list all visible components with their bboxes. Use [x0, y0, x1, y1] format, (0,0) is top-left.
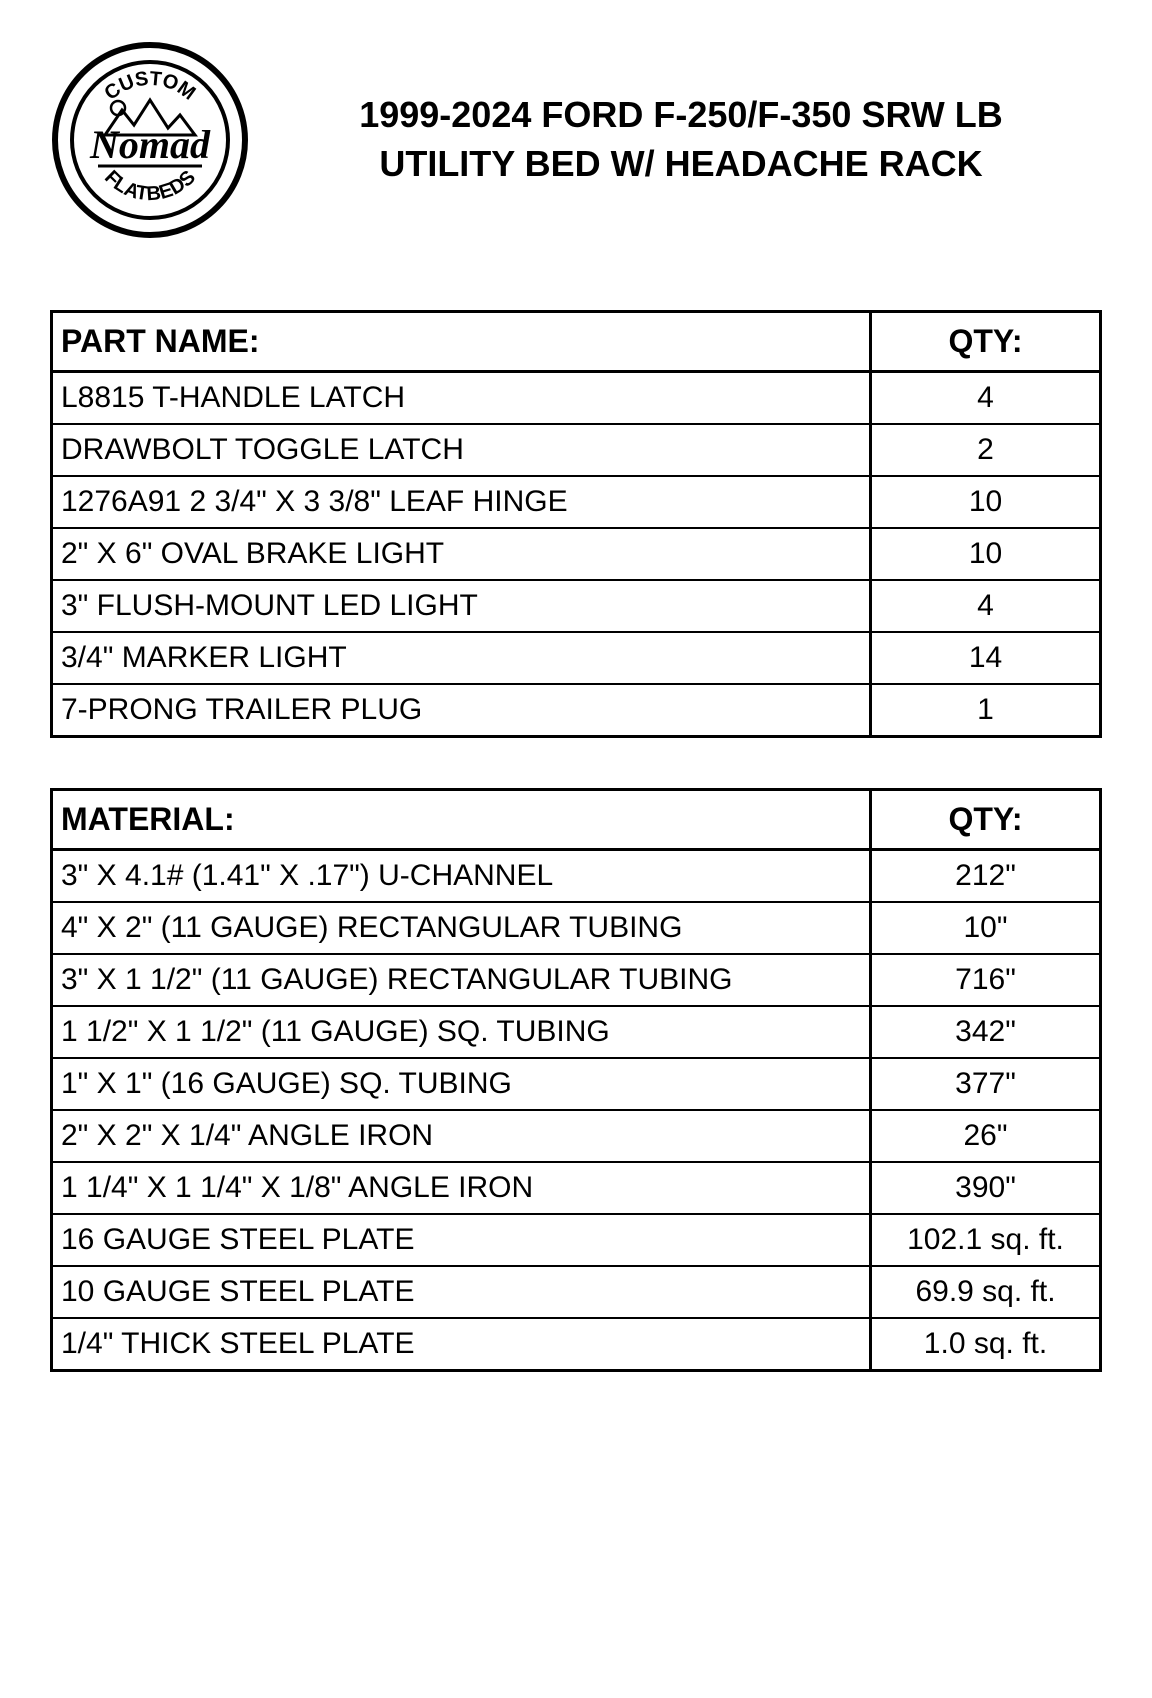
table-row: 1276A91 2 3/4" X 3 3/8" LEAF HINGE10: [52, 476, 1101, 528]
table-row: 1/4" THICK STEEL PLATE1.0 sq. ft.: [52, 1318, 1101, 1371]
table-cell-qty: 10: [871, 476, 1101, 528]
table-cell-name: 1/4" THICK STEEL PLATE: [52, 1318, 871, 1371]
parts-header-row: PART NAME: QTY:: [52, 312, 1101, 372]
table-row: 2" X 6" OVAL BRAKE LIGHT10: [52, 528, 1101, 580]
table-cell-qty: 102.1 sq. ft.: [871, 1214, 1101, 1266]
materials-header-qty: QTY:: [871, 790, 1101, 850]
table-cell-qty: 10": [871, 902, 1101, 954]
table-cell-qty: 1.0 sq. ft.: [871, 1318, 1101, 1371]
table-cell-name: 1276A91 2 3/4" X 3 3/8" LEAF HINGE: [52, 476, 871, 528]
table-row: 1 1/2" X 1 1/2" (11 GAUGE) SQ. TUBING342…: [52, 1006, 1101, 1058]
parts-table-body: L8815 T-HANDLE LATCH4DRAWBOLT TOGGLE LAT…: [52, 372, 1101, 737]
materials-table: MATERIAL: QTY: 3" X 4.1# (1.41" X .17") …: [50, 788, 1102, 1372]
table-cell-qty: 390": [871, 1162, 1101, 1214]
table-cell-name: 3" X 4.1# (1.41" X .17") U-CHANNEL: [52, 850, 871, 903]
table-cell-name: 1 1/2" X 1 1/2" (11 GAUGE) SQ. TUBING: [52, 1006, 871, 1058]
title-line-2: UTILITY BED W/ HEADACHE RACK: [280, 140, 1082, 189]
table-row: 3" FLUSH-MOUNT LED LIGHT4: [52, 580, 1101, 632]
table-row: 16 GAUGE STEEL PLATE102.1 sq. ft.: [52, 1214, 1101, 1266]
table-row: 1 1/4" X 1 1/4" X 1/8" ANGLE IRON390": [52, 1162, 1101, 1214]
table-cell-qty: 1: [871, 684, 1101, 737]
table-cell-name: 10 GAUGE STEEL PLATE: [52, 1266, 871, 1318]
table-cell-name: 4" X 2" (11 GAUGE) RECTANGULAR TUBING: [52, 902, 871, 954]
table-row: 7-PRONG TRAILER PLUG1: [52, 684, 1101, 737]
table-cell-name: 3" X 1 1/2" (11 GAUGE) RECTANGULAR TUBIN…: [52, 954, 871, 1006]
table-cell-qty: 10: [871, 528, 1101, 580]
materials-header-name: MATERIAL:: [52, 790, 871, 850]
svg-text:FLATBEDS: FLATBEDS: [100, 166, 200, 205]
parts-header-qty: QTY:: [871, 312, 1101, 372]
brand-logo: CUSTOM Nomad FLATBEDS: [50, 40, 250, 240]
table-row: 3" X 1 1/2" (11 GAUGE) RECTANGULAR TUBIN…: [52, 954, 1101, 1006]
table-cell-qty: 4: [871, 372, 1101, 425]
table-row: 3/4" MARKER LIGHT14: [52, 632, 1101, 684]
document-title: 1999-2024 FORD F-250/F-350 SRW LB UTILIT…: [280, 91, 1102, 188]
table-cell-name: DRAWBOLT TOGGLE LATCH: [52, 424, 871, 476]
table-cell-name: 1 1/4" X 1 1/4" X 1/8" ANGLE IRON: [52, 1162, 871, 1214]
table-cell-qty: 377": [871, 1058, 1101, 1110]
table-cell-qty: 342": [871, 1006, 1101, 1058]
table-cell-name: 16 GAUGE STEEL PLATE: [52, 1214, 871, 1266]
table-row: 4" X 2" (11 GAUGE) RECTANGULAR TUBING10": [52, 902, 1101, 954]
table-cell-qty: 4: [871, 580, 1101, 632]
document-header: CUSTOM Nomad FLATBEDS 1999-2024 FORD F-2…: [50, 40, 1102, 240]
parts-header-name: PART NAME:: [52, 312, 871, 372]
table-cell-name: 3" FLUSH-MOUNT LED LIGHT: [52, 580, 871, 632]
table-cell-name: 7-PRONG TRAILER PLUG: [52, 684, 871, 737]
table-row: DRAWBOLT TOGGLE LATCH2: [52, 424, 1101, 476]
title-line-1: 1999-2024 FORD F-250/F-350 SRW LB: [280, 91, 1082, 140]
svg-text:Nomad: Nomad: [89, 122, 211, 167]
table-row: L8815 T-HANDLE LATCH4: [52, 372, 1101, 425]
table-cell-name: 3/4" MARKER LIGHT: [52, 632, 871, 684]
table-cell-qty: 2: [871, 424, 1101, 476]
table-row: 10 GAUGE STEEL PLATE69.9 sq. ft.: [52, 1266, 1101, 1318]
table-cell-qty: 69.9 sq. ft.: [871, 1266, 1101, 1318]
table-cell-qty: 716": [871, 954, 1101, 1006]
parts-table: PART NAME: QTY: L8815 T-HANDLE LATCH4DRA…: [50, 310, 1102, 738]
materials-table-body: 3" X 4.1# (1.41" X .17") U-CHANNEL212"4"…: [52, 850, 1101, 1371]
table-cell-name: 2" X 6" OVAL BRAKE LIGHT: [52, 528, 871, 580]
table-cell-qty: 14: [871, 632, 1101, 684]
table-cell-name: 1" X 1" (16 GAUGE) SQ. TUBING: [52, 1058, 871, 1110]
table-cell-name: L8815 T-HANDLE LATCH: [52, 372, 871, 425]
materials-header-row: MATERIAL: QTY:: [52, 790, 1101, 850]
table-cell-qty: 212": [871, 850, 1101, 903]
table-row: 3" X 4.1# (1.41" X .17") U-CHANNEL212": [52, 850, 1101, 903]
table-row: 2" X 2" X 1/4" ANGLE IRON26": [52, 1110, 1101, 1162]
table-row: 1" X 1" (16 GAUGE) SQ. TUBING377": [52, 1058, 1101, 1110]
table-cell-qty: 26": [871, 1110, 1101, 1162]
table-cell-name: 2" X 2" X 1/4" ANGLE IRON: [52, 1110, 871, 1162]
